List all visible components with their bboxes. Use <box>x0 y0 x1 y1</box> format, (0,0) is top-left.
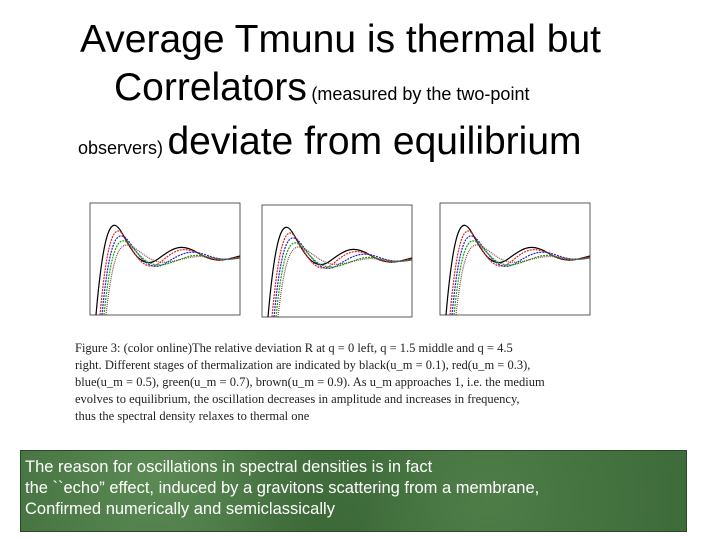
box-line: the ``echo” effect, induced by a gravito… <box>25 479 540 497</box>
caption: Figure 3: (color online)The relative dev… <box>75 340 545 425</box>
plot <box>89 202 241 316</box>
caption-line: thus the spectral density relaxes to the… <box>75 409 310 423</box>
title-note: observers) <box>78 138 164 158</box>
caption-line: evolves to equilibrium, the oscillation … <box>75 392 520 406</box>
box-line: The reason for oscillations in spectral … <box>25 458 433 476</box>
title-note: (measured by the two-point <box>311 84 530 104</box>
plot <box>439 202 591 316</box>
box-line: Confirmed numerically and semiclassicall… <box>25 500 335 518</box>
figure <box>89 202 591 318</box>
plot <box>261 204 413 318</box>
note-box: The reason for oscillations in spectral … <box>20 450 687 532</box>
caption-line: right. Different stages of thermalizatio… <box>75 358 531 372</box>
title-line: Correlators (measured by the two-point <box>114 66 529 110</box>
title-line: Average Tmunu is thermal but <box>80 18 601 61</box>
title-line: observers) deviate from equilibrium <box>78 120 582 164</box>
title-text: deviate from equilibrium <box>167 120 582 163</box>
caption-line: blue(u_m = 0.5), green(u_m = 0.7), brown… <box>75 375 545 389</box>
caption-line: Figure 3: (color online)The relative dev… <box>75 341 513 355</box>
title-text: Correlators <box>114 66 307 109</box>
